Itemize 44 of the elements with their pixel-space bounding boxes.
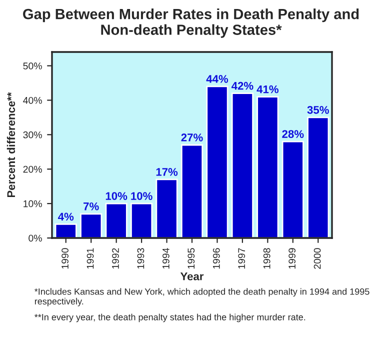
y-tick-label: 50%: [23, 62, 42, 70]
bar: [80, 213, 102, 238]
bar: [231, 92, 254, 238]
bar: [156, 178, 178, 238]
bar: [105, 202, 128, 238]
text: *Includes Kansas and New York, which adopted the death penalty in 1994 and 1995 respectively.: [34, 288, 370, 306]
y-axis-title: Percent difference**: [6, 92, 16, 198]
data-label: 28%: [282, 130, 304, 138]
x-tick-label: 2000: [314, 248, 321, 269]
x-tick-label: 1999: [288, 248, 296, 269]
data-label: 10%: [131, 192, 152, 200]
data-label: 17%: [156, 168, 178, 176]
text: **In every year, the death penalty states had the higher murder rate.: [34, 314, 306, 322]
y-tick-label: 40%: [23, 96, 42, 104]
bar: [256, 96, 279, 238]
x-tick-label: 1991: [86, 248, 94, 269]
data-label: 35%: [307, 106, 329, 114]
bar: [307, 116, 330, 238]
data-label: 10%: [106, 192, 128, 200]
chart-title: Gap Between Murder Rates in Death Penalty and Non-death Penalty States*: [23, 8, 359, 38]
bar: [180, 144, 204, 238]
y-tick-label: 20%: [23, 166, 42, 173]
data-label: 41%: [256, 85, 278, 94]
x-tick-label: 1998: [263, 248, 270, 269]
x-axis-title: Year: [180, 272, 204, 280]
bar: [54, 224, 77, 238]
data-label: 4%: [58, 212, 74, 221]
x-tick-label: 1995: [188, 248, 195, 269]
bar: [206, 86, 228, 238]
data-label: 42%: [232, 82, 254, 90]
y-tick-label: 30%: [23, 131, 42, 138]
data-label: 44%: [206, 75, 228, 83]
y-tick-label: 0%: [28, 234, 42, 242]
x-tick-label: 1996: [212, 248, 220, 269]
x-tick-label: 1994: [162, 248, 170, 269]
x-tick-label: 1990: [62, 248, 68, 269]
bar: [130, 202, 153, 238]
data-label: 27%: [181, 134, 203, 142]
x-tick-label: 1997: [238, 248, 246, 269]
bar: [282, 140, 304, 238]
x-tick-label: 1992: [112, 248, 119, 269]
data-label: 7%: [84, 202, 99, 210]
x-tick-label: 1993: [137, 248, 144, 269]
y-tick-label: 10%: [24, 200, 42, 208]
